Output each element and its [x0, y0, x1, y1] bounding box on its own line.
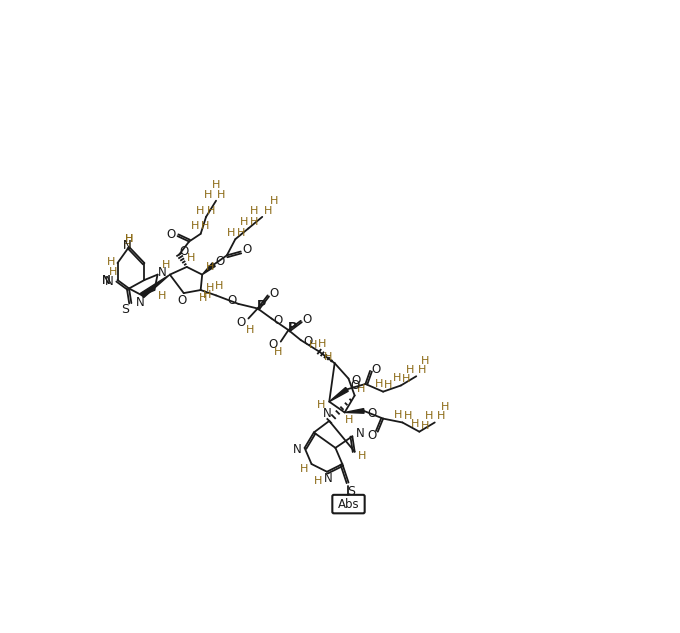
Text: N: N — [324, 472, 333, 485]
Text: O: O — [236, 316, 245, 329]
Text: H: H — [250, 217, 259, 227]
Text: H: H — [109, 267, 117, 277]
Text: N: N — [323, 407, 332, 420]
Text: H: H — [394, 410, 403, 420]
Text: H: H — [196, 206, 204, 216]
Text: H: H — [125, 234, 133, 244]
Text: Abs: Abs — [338, 498, 359, 511]
Polygon shape — [141, 275, 170, 298]
Text: N: N — [136, 296, 145, 309]
Text: H: H — [384, 380, 393, 391]
Text: H: H — [204, 189, 213, 199]
Polygon shape — [329, 387, 348, 402]
Text: O: O — [269, 287, 278, 299]
Text: H: H — [300, 463, 308, 473]
Text: O: O — [352, 373, 361, 387]
Text: H: H — [441, 402, 449, 412]
Text: H: H — [201, 221, 209, 231]
Text: H: H — [206, 283, 214, 292]
Text: O: O — [303, 335, 312, 348]
Text: O: O — [273, 313, 282, 327]
Text: H: H — [191, 221, 199, 231]
Text: H: H — [158, 291, 167, 301]
Text: H: H — [199, 292, 207, 303]
Text: H: H — [239, 217, 248, 227]
Text: P: P — [288, 322, 297, 334]
Text: H: H — [418, 365, 426, 375]
Text: O: O — [242, 244, 252, 256]
Text: H: H — [318, 400, 326, 410]
Text: N: N — [105, 275, 114, 288]
Text: O: O — [269, 338, 277, 351]
Text: H: H — [107, 256, 116, 266]
Text: N: N — [103, 273, 111, 287]
Text: O: O — [303, 313, 311, 326]
Text: H: H — [212, 180, 220, 191]
Text: H: H — [422, 356, 430, 366]
Text: N: N — [103, 273, 111, 287]
Text: S: S — [121, 303, 129, 316]
Text: O: O — [177, 294, 187, 307]
Text: H: H — [318, 339, 326, 349]
Text: H: H — [405, 411, 413, 422]
Text: O: O — [216, 255, 224, 268]
Text: H: H — [309, 341, 318, 351]
Text: H: H — [393, 373, 401, 383]
Text: H: H — [356, 384, 365, 394]
Text: O: O — [371, 363, 381, 376]
Text: O: O — [180, 245, 189, 258]
Text: N: N — [356, 427, 364, 440]
Text: H: H — [375, 379, 384, 389]
Polygon shape — [345, 409, 364, 413]
Text: S: S — [347, 486, 356, 498]
Text: H: H — [273, 348, 282, 358]
Text: H: H — [206, 262, 214, 272]
Text: H: H — [437, 411, 445, 422]
Text: H: H — [215, 281, 223, 291]
Text: N: N — [292, 443, 301, 456]
Text: H: H — [411, 419, 420, 429]
Text: H: H — [245, 325, 254, 335]
Text: H: H — [123, 239, 132, 249]
Text: H: H — [358, 451, 367, 461]
Text: O: O — [367, 429, 376, 442]
Text: H: H — [424, 411, 432, 422]
Text: N: N — [158, 266, 167, 279]
Text: H: H — [324, 352, 333, 362]
FancyBboxPatch shape — [333, 495, 364, 513]
Text: H: H — [250, 206, 259, 216]
Text: H: H — [406, 365, 414, 375]
Text: H: H — [265, 206, 273, 216]
Text: H: H — [186, 253, 195, 263]
Text: N: N — [123, 239, 132, 252]
Text: O: O — [350, 379, 359, 392]
Text: H: H — [162, 260, 170, 270]
Text: O: O — [228, 294, 237, 307]
Text: H: H — [216, 189, 225, 199]
Text: O: O — [167, 228, 176, 241]
Text: H: H — [422, 420, 430, 430]
Text: H: H — [203, 290, 211, 299]
Text: H: H — [125, 234, 133, 244]
Text: H: H — [237, 228, 245, 238]
Text: O: O — [367, 407, 376, 420]
Text: H: H — [402, 374, 411, 384]
Text: H: H — [270, 196, 278, 206]
Text: H: H — [313, 476, 322, 486]
Text: H: H — [345, 415, 354, 425]
Text: H: H — [226, 228, 235, 238]
Text: H: H — [207, 206, 215, 216]
Polygon shape — [202, 263, 216, 275]
Text: P: P — [257, 299, 266, 312]
